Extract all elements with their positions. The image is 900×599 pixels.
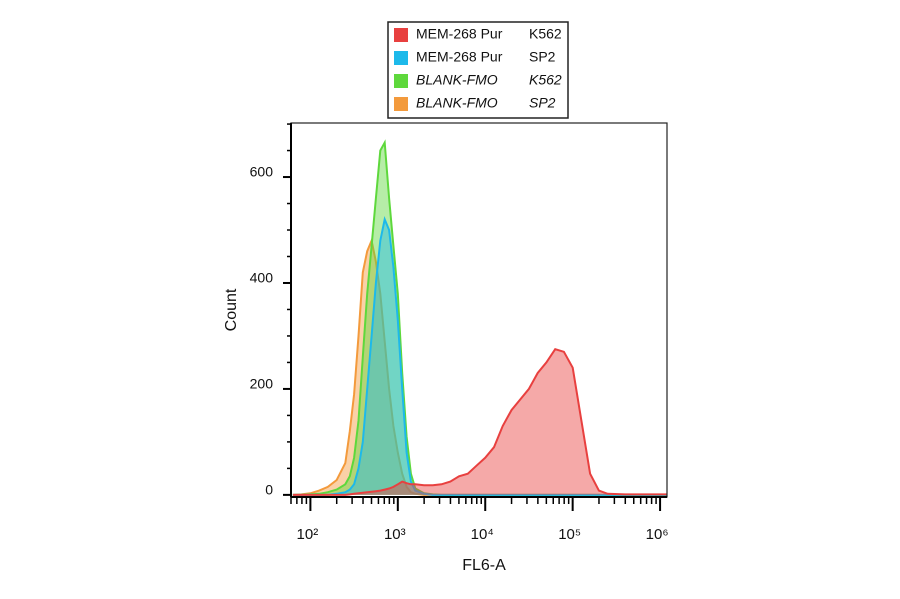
legend-sample: K562: [529, 26, 562, 42]
y-tick-label: 600: [250, 164, 274, 180]
legend-sample: K562: [529, 72, 562, 88]
y-axis-label: Count: [223, 288, 240, 331]
area-fill: [292, 240, 667, 495]
x-tick-label: 10³: [384, 526, 406, 543]
y-tick-label: 200: [250, 376, 274, 392]
legend-swatch: [394, 28, 408, 42]
legend-sample: SP2: [529, 49, 556, 65]
series-line: [292, 216, 667, 496]
legend-box: [387, 21, 569, 119]
area-fill: [292, 142, 667, 495]
y-tick-label: 0: [265, 482, 273, 498]
legend-label: BLANK-FMO: [416, 95, 498, 111]
y-tick-label: 400: [250, 270, 274, 286]
legend-sample: SP2: [529, 95, 556, 111]
area-fill: [292, 219, 667, 495]
x-axis-label: FL6-A: [462, 557, 506, 574]
x-tick-label: 10⁶: [646, 526, 669, 543]
legend-label: MEM-268 Pur: [416, 26, 503, 42]
x-tick-label: 10⁴: [471, 526, 494, 543]
series-line: [292, 348, 667, 496]
legend-swatch: [394, 51, 408, 65]
plot-frame: [290, 122, 668, 498]
legend-label: BLANK-FMO: [416, 72, 498, 88]
x-tick-label: 10²: [297, 526, 319, 543]
legend-swatch: [394, 97, 408, 111]
x-tick-label: 10⁵: [558, 526, 581, 543]
legend-label: MEM-268 Pur: [416, 49, 503, 65]
legend-swatch: [394, 74, 408, 88]
area-fill: [292, 349, 667, 495]
